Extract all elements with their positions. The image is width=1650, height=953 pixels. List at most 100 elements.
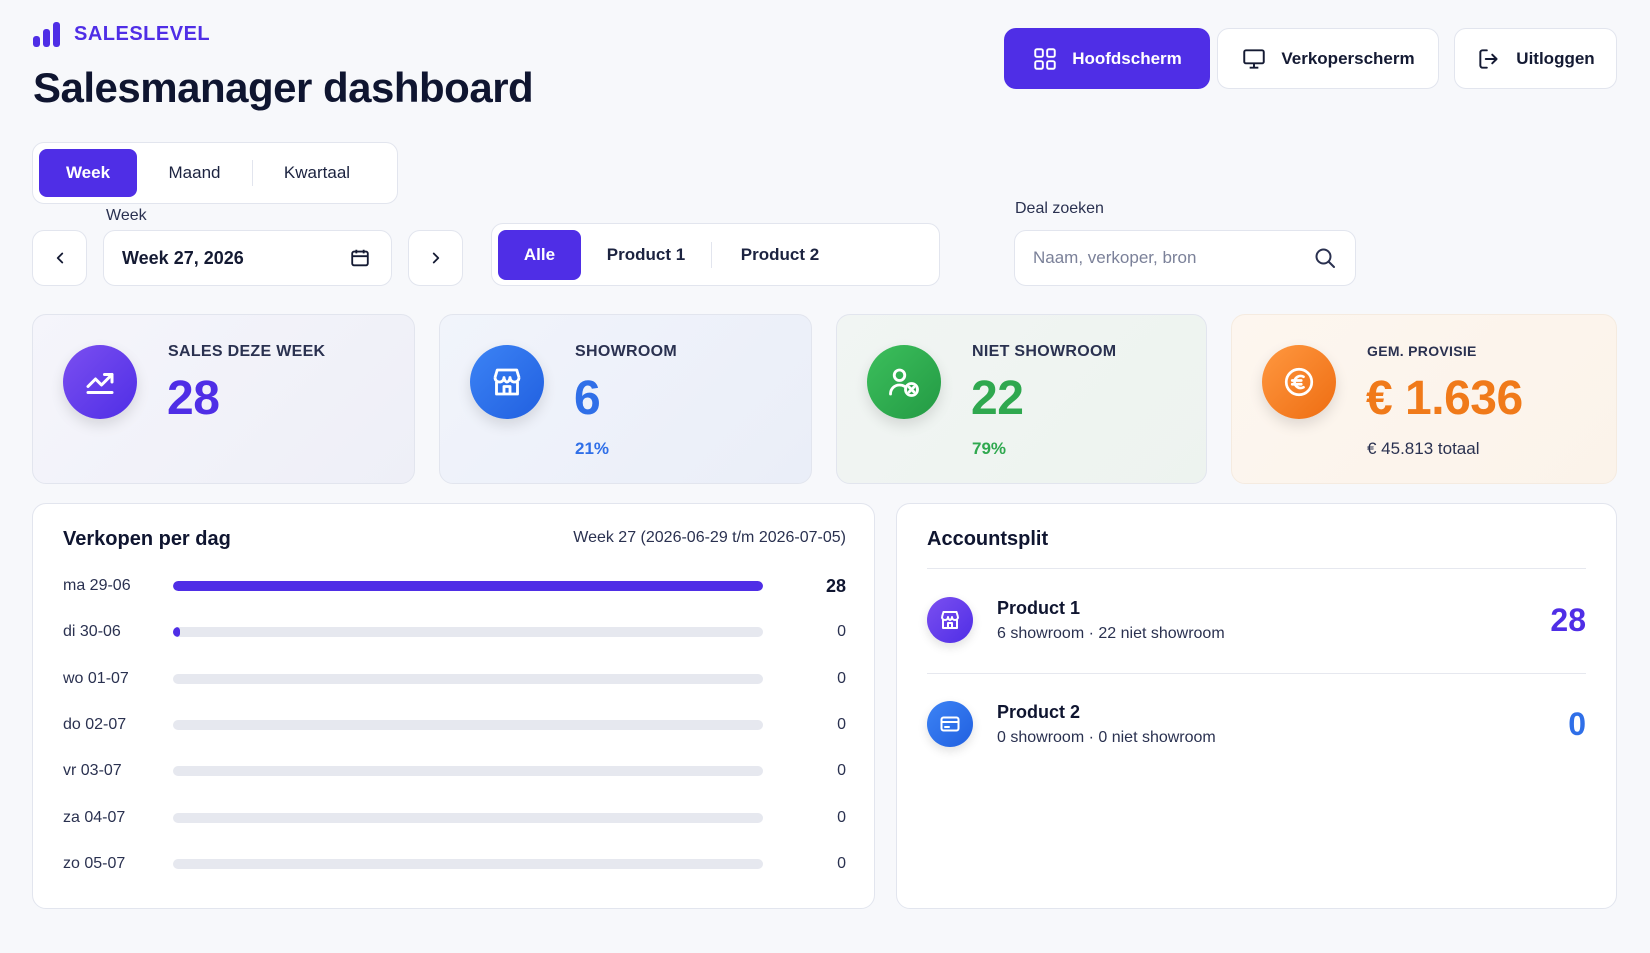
- home-button-label: Hoofdscherm: [1072, 48, 1182, 68]
- seller-screen-label: Verkoperscherm: [1281, 48, 1415, 68]
- kpi-provisie-card: GEM. PROVISIE € 1.636 € 45.813 totaal: [1231, 314, 1617, 484]
- bar-day-label: za 04-07: [63, 808, 126, 826]
- kpi-niet-showroom-percent: 79%: [972, 439, 1007, 458]
- bar-track: [173, 627, 763, 638]
- bar-day-label: ma 29-06: [63, 577, 131, 594]
- kpi-provisie-total: € 45.813 totaal: [1367, 439, 1480, 458]
- account-value: 0: [1568, 705, 1586, 742]
- brand: SALESLEVEL: [33, 22, 210, 47]
- credit-card-icon: [927, 701, 973, 747]
- bar-fill: [173, 627, 180, 638]
- bar-track: [173, 581, 763, 591]
- tab-month[interactable]: Maand: [168, 163, 221, 182]
- kpi-showroom-percent: 21%: [575, 439, 610, 458]
- bar-row: vr 03-07 0: [63, 760, 846, 782]
- bar-value: 0: [837, 762, 846, 780]
- bar-day-label: do 02-07: [63, 715, 127, 733]
- account-breakdown: 6 showroom · 22 niet showroom: [997, 624, 1225, 642]
- bar-value: 0: [837, 854, 846, 872]
- accountsplit-divider: [927, 673, 1586, 674]
- bar-value: 28: [825, 575, 846, 596]
- week-value: Week 27, 2026: [122, 247, 244, 268]
- page-title: Salesmanager dashboard: [33, 64, 534, 111]
- accountsplit-title: Accountsplit: [927, 528, 1049, 550]
- bar-track: [173, 858, 763, 869]
- kpi-provisie-label: GEM. PROVISIE: [1367, 343, 1477, 359]
- bar-row: zo 05-07 0: [63, 853, 846, 875]
- logout-icon: [1479, 48, 1498, 69]
- sales-per-day-range: Week 27 (2026-06-29 t/m 2026-07-05): [573, 529, 846, 546]
- user-remove-icon: [867, 345, 941, 419]
- brand-name: SALESLEVEL: [74, 23, 211, 45]
- kpi-niet-showroom-label: NIET SHOWROOM: [972, 343, 1117, 360]
- sales-per-day-title: Verkopen per dag: [63, 528, 231, 550]
- prev-week-button[interactable]: [32, 230, 87, 286]
- search-icon[interactable]: [1313, 246, 1337, 270]
- kpi-showroom-label: SHOWROOM: [575, 343, 677, 360]
- kpi-sales-label: SALES DEZE WEEK: [168, 343, 326, 360]
- bar-day-label: zo 05-07: [63, 854, 126, 872]
- bar-day-label: di 30-06: [63, 623, 121, 641]
- product-filter: Alle Product 1 Product 2: [491, 223, 940, 286]
- kpi-showroom-value: 6: [574, 372, 601, 425]
- account-name: Product 1: [997, 597, 1081, 618]
- kpi-sales-value: 28: [167, 372, 220, 425]
- filter-product-1[interactable]: Product 1: [606, 244, 686, 264]
- period-tabs: Week Maand Kwartaal: [32, 142, 398, 204]
- week-label: Week: [106, 207, 147, 224]
- bar-value: 0: [837, 808, 846, 826]
- kpi-showroom-card: SHOWROOM 6 21%: [439, 314, 812, 484]
- store-icon: [927, 597, 973, 643]
- bar-value: 0: [837, 623, 846, 641]
- accountsplit-panel: Accountsplit Product 1 6 showroom · 22 n…: [896, 503, 1617, 909]
- account-name: Product 2: [997, 701, 1081, 722]
- grid-icon: [1034, 47, 1056, 70]
- bar-value: 0: [837, 715, 846, 733]
- bar-track: [173, 812, 763, 823]
- bar-day-label: vr 03-07: [63, 762, 122, 780]
- chevron-right-icon: [432, 252, 439, 264]
- logout-button[interactable]: Uitloggen: [1454, 28, 1617, 89]
- euro-coin-icon: [1262, 345, 1336, 419]
- kpi-niet-showroom-value: 22: [971, 372, 1024, 425]
- chevron-left-icon: [56, 252, 63, 264]
- filter-all[interactable]: Alle: [498, 229, 581, 280]
- week-date-picker[interactable]: Week 27, 2026: [103, 230, 392, 286]
- account-breakdown: 0 showroom · 0 niet showroom: [997, 728, 1216, 746]
- monitor-icon: [1243, 48, 1266, 69]
- account-row-product-2[interactable]: Product 2 0 showroom · 0 niet showroom 0: [927, 694, 1586, 754]
- trend-up-icon: [63, 345, 137, 419]
- bar-track: [173, 719, 763, 730]
- kpi-niet-showroom-card: NIET SHOWROOM 22 79%: [836, 314, 1207, 484]
- bar-track: [173, 673, 763, 684]
- bar-value: 0: [837, 669, 846, 687]
- bar-row: di 30-06 0: [63, 621, 846, 643]
- bar-row: do 02-07 0: [63, 714, 846, 736]
- accountsplit-divider: [927, 568, 1586, 569]
- store-icon: [470, 345, 544, 419]
- kpi-sales-card: SALES DEZE WEEK 28: [32, 314, 415, 484]
- next-week-button[interactable]: [408, 230, 463, 286]
- search-label: Deal zoeken: [1015, 200, 1104, 217]
- home-button[interactable]: Hoofdscherm: [1004, 28, 1210, 89]
- bar-fill: [173, 581, 763, 591]
- filter-product-2[interactable]: Product 2: [740, 244, 820, 264]
- search-input[interactable]: [1033, 248, 1293, 268]
- deal-search-field: [1014, 230, 1356, 286]
- bar-row: ma 29-06 28: [63, 575, 846, 597]
- bar-row: za 04-07 0: [63, 807, 846, 829]
- sales-per-day-panel: Verkopen per dag Week 27 (2026-06-29 t/m…: [32, 503, 875, 909]
- tab-week[interactable]: Week: [39, 149, 137, 197]
- calendar-icon: [351, 249, 369, 267]
- bar-row: wo 01-07 0: [63, 668, 846, 690]
- tab-quarter[interactable]: Kwartaal: [283, 163, 351, 182]
- seller-screen-button[interactable]: Verkoperscherm: [1217, 28, 1439, 89]
- bar-chart-logo-icon: [33, 22, 60, 47]
- bar-day-label: wo 01-07: [63, 669, 129, 687]
- account-row-product-1[interactable]: Product 1 6 showroom · 22 niet showroom …: [927, 590, 1586, 650]
- account-value: 28: [1550, 601, 1586, 638]
- bar-track: [173, 766, 763, 777]
- kpi-provisie-value: € 1.636: [1366, 372, 1523, 425]
- logout-label: Uitloggen: [1516, 48, 1595, 68]
- tab-divider: [252, 160, 253, 186]
